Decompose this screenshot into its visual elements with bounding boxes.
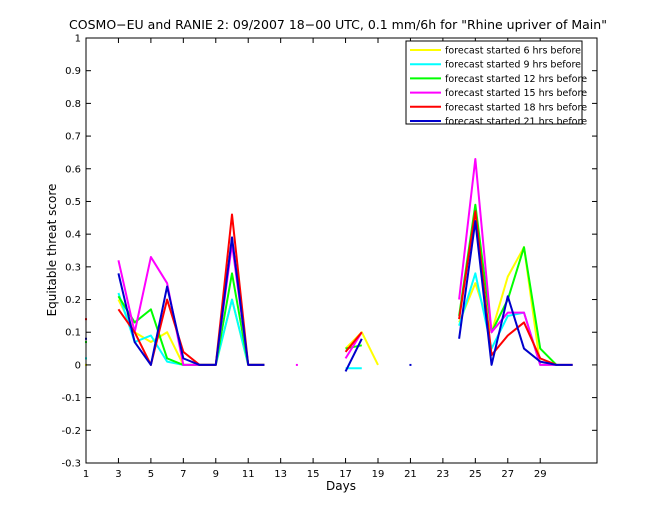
legend-label: forecast started 9 hrs before [445,60,581,71]
y-tick-label: 1 [75,34,81,45]
legend-label: forecast started 21 hrs before [445,117,587,128]
x-tick-label: 3 [115,469,121,480]
x-tick-label: 9 [213,469,219,480]
series-segment [458,220,573,366]
x-tick-label: 13 [274,469,287,480]
y-tick-label: 0.4 [65,230,81,241]
legend-label: forecast started 18 hrs before [445,102,587,113]
y-tick-label: -0.1 [61,393,81,404]
y-axis: -0.3 -0.2 -0.1 0 0.1 0.2 0.3 0.4 0.5 0.6 0.7 0.8 0.9… [61,34,597,470]
plot-frame [85,37,598,464]
x-tick-label: 1 [83,469,89,480]
x-tick-label: 19 [372,469,385,480]
y-tick-label: 0.3 [65,262,81,273]
legend-label: forecast started 15 hrs before [445,88,587,99]
x-tick-label: 11 [242,469,255,480]
y-axis-title: Equitable threat score [45,184,59,317]
y-tick-label: 0.2 [65,295,81,306]
y-tick-label: -0.3 [61,459,81,470]
x-tick-label: 29 [534,469,547,480]
series-segment [117,236,265,366]
series-layer [85,157,573,372]
y-tick-label: 0.7 [65,132,81,143]
x-axis-title: Days [326,479,356,493]
x-tick-label: 25 [469,469,482,480]
x-tick-label: 21 [404,469,417,480]
series-segment [458,157,557,366]
y-tick-label: 0.9 [65,66,81,77]
x-tick-label: 17 [339,469,352,480]
series-line [85,220,573,372]
legend-box [405,40,583,125]
x-tick-label: 27 [501,469,514,480]
y-tick-label: 0.1 [65,328,81,339]
y-tick-label: 0.8 [65,99,81,110]
x-tick-label: 7 [180,469,186,480]
series-segment [344,338,363,372]
series-segment [344,331,363,353]
legend: forecast started 6 hrs before forecast st… [405,40,587,128]
chart-title: COSMO−EU and RANIE 2: 09/2007 18−00 UTC,… [69,17,607,32]
x-tick-label: 15 [307,469,320,480]
y-tick-label: 0 [75,360,81,371]
y-tick-label: 0.6 [65,164,81,175]
y-tick-label: 0.5 [65,197,81,208]
series-segment [117,213,265,366]
legend-label: forecast started 12 hrs before [445,74,587,85]
x-axis: 1 3 5 7 9 11 13 15 17 19 21 23 25 27 29 [83,38,547,480]
y-tick-label: -0.2 [61,426,81,437]
x-tick-label: 23 [437,469,450,480]
legend-label: forecast started 6 hrs before [445,46,581,57]
x-tick-label: 5 [148,469,154,480]
